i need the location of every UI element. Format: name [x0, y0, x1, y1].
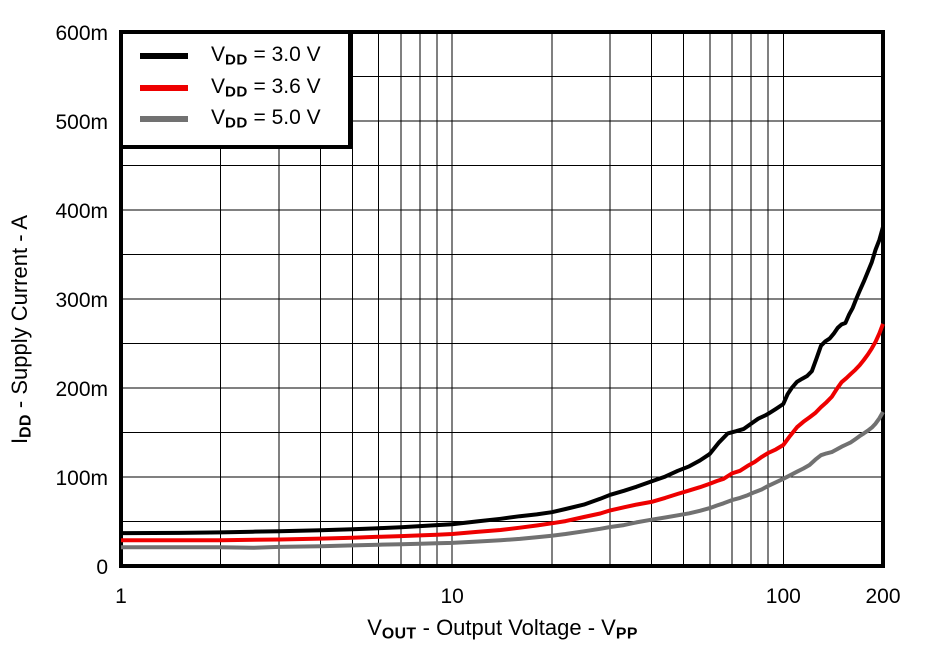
label-text: = 3.0 V [247, 43, 321, 67]
series-line-vdd-5.0-v [121, 411, 885, 550]
x-tick-label: 100 [766, 585, 801, 608]
legend-entry-label: VDD = 5.0 V [211, 106, 321, 131]
y-tick-label: 300m [55, 289, 108, 312]
y-tick-label: 0 [96, 556, 108, 579]
y-axis-title: IDD - Supply Current - A [7, 214, 35, 444]
label-text: V [211, 106, 226, 130]
legend-entry: VDD = 3.6 V [140, 75, 348, 100]
subscript-text: DD [225, 83, 248, 101]
label-text: - Output Voltage - V [416, 615, 616, 640]
subscript-text: DD [225, 51, 248, 69]
subscript-text: PP [615, 625, 638, 643]
plot-frame [119, 30, 885, 568]
x-tick-label: 10 [440, 585, 463, 608]
subscript-text: OUT [381, 625, 417, 643]
legend-entry-label: VDD = 3.0 V [211, 43, 321, 68]
legend-swatch-line [140, 116, 188, 123]
legend-entry: VDD = 3.0 V [140, 43, 348, 69]
y-tick-label: 200m [55, 378, 108, 401]
label-text: V [367, 615, 382, 640]
label-text: = 5.0 V [247, 106, 321, 130]
y-tick-label: 400m [55, 200, 108, 223]
label-text: I [7, 437, 32, 444]
legend: VDD = 3.0 V VDD = 3.6 V VDD = 5.0 V [119, 30, 352, 149]
label-text: = 3.6 V [247, 74, 321, 98]
legend-swatch-line [140, 52, 188, 59]
x-axis-title: VOUT - Output Voltage - VPP [122, 615, 883, 643]
subscript-text: DD [225, 114, 248, 132]
legend-entry-label: VDD = 3.6 V [211, 75, 321, 100]
subscript-text: DD [17, 414, 35, 438]
series-line-vdd-3.6-v [121, 323, 885, 543]
series-line-vdd-3.0-v [120, 226, 885, 536]
x-tick-label: 1 [115, 585, 127, 608]
y-tick-label: 600m [55, 22, 108, 45]
label-text: V [211, 74, 226, 98]
legend-entry: VDD = 5.0 V [140, 106, 348, 132]
label-text: - Supply Current - A [7, 214, 32, 415]
label-text: V [211, 43, 226, 67]
x-tick-label: 200 [865, 585, 900, 608]
legend-swatch-line [140, 84, 188, 91]
y-tick-label: 500m [55, 111, 108, 134]
y-tick-label: 100m [55, 467, 108, 490]
